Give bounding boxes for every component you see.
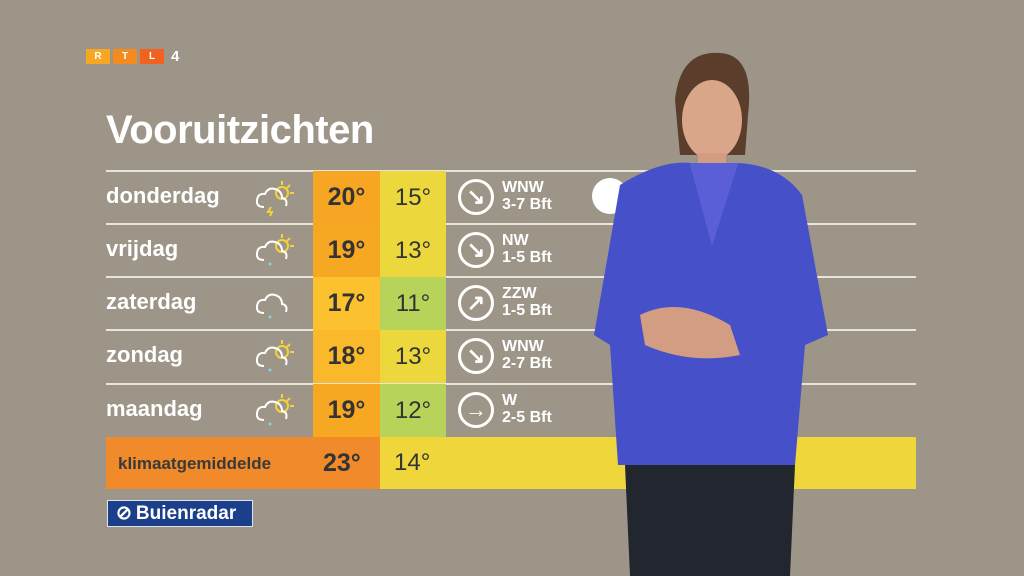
wind-direction: WNW (502, 338, 544, 355)
min-temp: 11° (380, 277, 446, 330)
wind-info: WNW 2-7 Bft (502, 338, 552, 372)
wind-arrow-down-right-icon: ↘ (458, 179, 494, 215)
wind-info: NW 1-5 Bft (502, 232, 552, 266)
min-temp: 15° (380, 171, 446, 224)
max-temp: 19° (313, 224, 380, 277)
row-divider (106, 329, 916, 331)
wind-arrow-down-right-icon: ↘ (458, 338, 494, 374)
presenter (594, 52, 828, 576)
cloud-sun-thunder-icon (255, 181, 294, 217)
wind-direction: WNW (502, 179, 544, 196)
forecast-row: donderdag 20° 15° ↘ WNW 3-7 Bft (106, 171, 916, 224)
cloud-sun-drizzle-icon (255, 234, 294, 266)
climate-min: 14° (394, 449, 431, 476)
day-label: zaterdag (106, 289, 197, 314)
max-temp: 17° (313, 277, 380, 330)
wind-direction: NW (502, 232, 529, 249)
row-divider (106, 170, 916, 172)
wind-arrow-right-icon: → (458, 392, 494, 428)
logo-number: 4 (171, 48, 180, 65)
wind-direction: ZZW (502, 285, 537, 302)
wind-info: ZZW 1-5 Bft (502, 285, 552, 319)
max-temp: 19° (313, 384, 380, 437)
buienradar-logo: ⊘ Buienradar (107, 500, 253, 527)
logo-letter: T (113, 49, 137, 64)
day-label: donderdag (106, 183, 220, 208)
wind-info: WNW 3-7 Bft (502, 179, 552, 213)
wind-info: W 2-5 Bft (502, 392, 552, 426)
wind-force: 2-7 Bft (502, 355, 552, 372)
forecast-row: zaterdag 17° 11° ↗ ZZW 1-5 Bft (106, 277, 916, 330)
min-temp: 13° (380, 330, 446, 383)
wind-arrow-up-right-icon: ↗ (458, 285, 494, 321)
wind-force: 1-5 Bft (502, 302, 552, 319)
wind-force: 3-7 Bft (502, 196, 552, 213)
climate-max: 23° (323, 449, 361, 477)
logo-letter: L (140, 49, 164, 64)
cloud-sun-drizzle-icon (255, 340, 294, 372)
row-divider (106, 383, 916, 385)
wind-force: 1-5 Bft (502, 249, 552, 266)
buienradar-icon: ⊘ (116, 503, 132, 524)
day-label: zondag (106, 342, 183, 367)
page-title: Vooruitzichten (106, 108, 374, 152)
min-temp: 13° (380, 224, 446, 277)
forecast-row: vrijdag 19° 13° ↘ NW 1-5 Bft (106, 224, 916, 277)
min-temp: 12° (380, 384, 446, 437)
cloud-sun-drizzle-icon (255, 394, 294, 426)
row-divider (106, 276, 916, 278)
max-temp: 20° (313, 171, 380, 224)
row-divider (106, 223, 916, 225)
forecast-row: zondag 18° 13° ↘ WNW 2-7 Bft (106, 330, 916, 383)
day-label: maandag (106, 396, 203, 421)
day-label: vrijdag (106, 236, 179, 261)
logo-letter: R (86, 49, 110, 64)
buienradar-text: Buienradar (135, 502, 237, 524)
climate-label: klimaatgemiddelde (118, 454, 272, 473)
climate-max-bg (106, 437, 380, 489)
wind-force: 2-5 Bft (502, 409, 552, 426)
max-temp: 18° (313, 330, 380, 383)
cloud-drizzle-icon (255, 293, 288, 319)
wind-arrow-down-right-icon: ↘ (458, 232, 494, 268)
rtl4-logo: R T L 4 (86, 48, 179, 65)
forecast-row: maandag 19° 12° → W 2-5 Bft (106, 384, 916, 437)
wind-direction: W (502, 392, 518, 409)
